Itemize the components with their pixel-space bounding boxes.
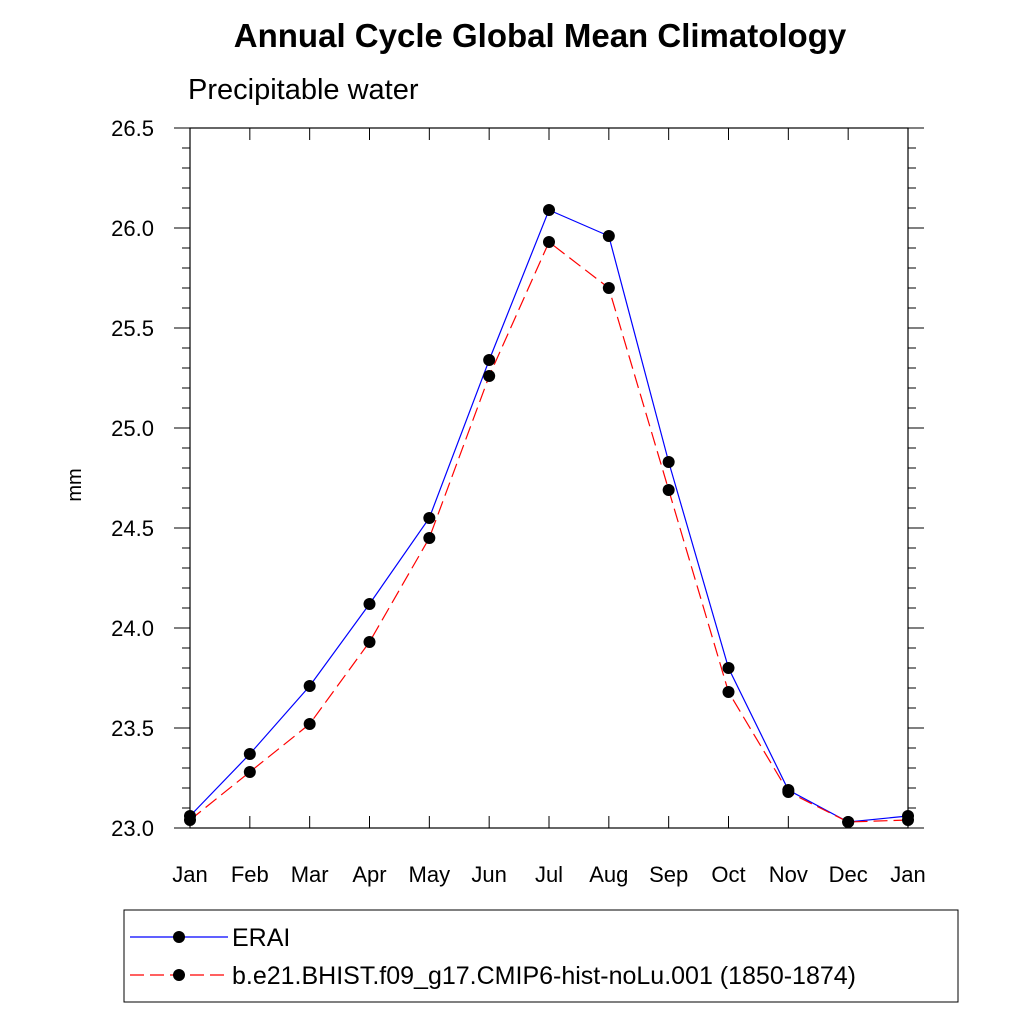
data-point-series-1 bbox=[543, 204, 555, 216]
series-line-1 bbox=[189, 209, 909, 823]
x-tick-label: Apr bbox=[352, 862, 386, 887]
chart-subtitle: Precipitable water bbox=[188, 74, 419, 106]
data-point-series-1 bbox=[423, 512, 436, 524]
y-tick-label: 23.5 bbox=[111, 716, 154, 741]
legend-label-2: b.e21.BHIST.f09_g17.CMIP6-hist-noLu.001 … bbox=[232, 962, 856, 990]
series-line-2 bbox=[189, 241, 909, 823]
data-point-series-2 bbox=[423, 532, 436, 544]
data-point-series-2 bbox=[602, 282, 615, 294]
x-tick-label: Jun bbox=[471, 862, 506, 887]
legend-label-1: ERAI bbox=[232, 924, 290, 952]
data-point-series-2 bbox=[902, 814, 914, 826]
x-tick-label: Feb bbox=[231, 862, 269, 887]
data-point-series-2 bbox=[483, 370, 496, 382]
y-tick-label: 26.0 bbox=[111, 216, 154, 241]
data-point-series-1 bbox=[662, 456, 675, 468]
x-tick-label: Jul bbox=[535, 862, 563, 887]
data-point-series-1 bbox=[483, 354, 496, 366]
series-layer bbox=[184, 204, 914, 828]
data-point-series-2 bbox=[363, 636, 376, 648]
x-tick-label: Sep bbox=[649, 862, 688, 887]
x-tick-label: Jan bbox=[172, 862, 207, 887]
data-point-series-2 bbox=[184, 814, 196, 826]
y-tick-label: 24.0 bbox=[111, 616, 154, 641]
y-tick-label: 26.5 bbox=[111, 116, 154, 141]
data-point-series-2 bbox=[303, 718, 316, 730]
data-point-series-2 bbox=[543, 236, 555, 248]
legend-box bbox=[123, 909, 959, 1003]
x-tick-label: Nov bbox=[769, 862, 808, 887]
data-point-series-1 bbox=[303, 680, 316, 692]
y-tick-label: 23.0 bbox=[111, 816, 154, 841]
y-tick-label: 24.5 bbox=[111, 516, 154, 541]
x-tick-label: Mar bbox=[291, 862, 329, 887]
y-axis-label: mm bbox=[64, 468, 86, 501]
data-point-series-2 bbox=[722, 686, 735, 698]
x-tick-label: Oct bbox=[711, 862, 745, 887]
plot-frame bbox=[189, 127, 909, 829]
axis-ticks: Jan Feb Mar Apr May Jun Jul Aug Sep Oct Nov Dec Jan 2… bbox=[111, 116, 926, 887]
y-tick-label: 25.5 bbox=[111, 316, 154, 341]
data-point-series-1 bbox=[602, 230, 615, 242]
data-point-series-2 bbox=[782, 786, 795, 798]
data-point-series-1 bbox=[243, 748, 256, 760]
y-tick-label: 25.0 bbox=[111, 416, 154, 441]
x-tick-label: Aug bbox=[589, 862, 628, 887]
x-tick-label: Dec bbox=[829, 862, 868, 887]
data-point-series-2 bbox=[842, 816, 855, 828]
x-tick-label: May bbox=[409, 862, 451, 887]
data-point-series-2 bbox=[662, 484, 675, 496]
data-point-series-1 bbox=[363, 598, 376, 610]
legend-marker-2 bbox=[173, 969, 185, 981]
chart-title: Annual Cycle Global Mean Climatology bbox=[234, 17, 847, 54]
data-point-series-1 bbox=[722, 662, 735, 674]
data-point-series-2 bbox=[243, 766, 256, 778]
x-tick-label: Jan bbox=[890, 862, 925, 887]
legend-marker-1 bbox=[173, 931, 185, 943]
legend: ERAI b.e21.BHIST.f09_g17.CMIP6-hist-noLu.… bbox=[123, 909, 959, 1003]
